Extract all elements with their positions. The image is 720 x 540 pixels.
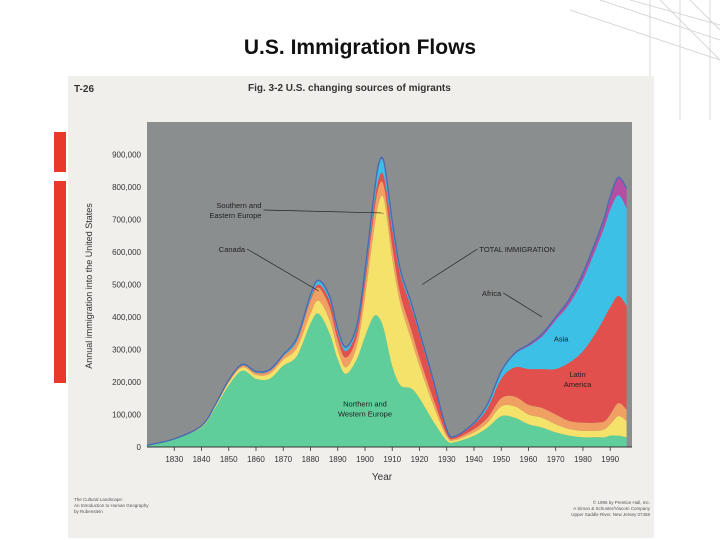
x-tick-label: 1870 — [274, 455, 292, 464]
y-tick-label: 500,000 — [112, 281, 141, 290]
x-axis-label: Year — [372, 472, 393, 483]
x-tick-label: 1830 — [165, 455, 183, 464]
slide-title: U.S. Immigration Flows — [243, 36, 477, 59]
annotation-label: Eastern Europe — [209, 211, 261, 220]
annotation-label: Northern and — [343, 399, 387, 408]
credit-left-line-2: An Introduction to Human Geography — [74, 503, 149, 508]
x-tick-label: 1910 — [383, 455, 401, 464]
x-tick-label: 1970 — [547, 455, 565, 464]
x-tick-label: 1840 — [193, 455, 211, 464]
y-tick-label: 600,000 — [112, 248, 141, 257]
annotation-label: America — [564, 380, 592, 389]
figure-caption: Fig. 3-2 U.S. changing sources of migran… — [248, 83, 451, 94]
decorative-lines — [569, 0, 720, 120]
x-tick-label: 1960 — [520, 455, 538, 464]
annotation-leader — [503, 292, 543, 318]
x-tick-label: 1900 — [356, 455, 374, 464]
area-northern-and-western-europe — [147, 313, 627, 447]
credit-right-line-2: A Simon & Schuster/Viacom Company — [573, 506, 650, 511]
x-tick-label: 1930 — [438, 455, 456, 464]
x-tick-label: 1980 — [574, 455, 592, 464]
x-tick-label: 1990 — [601, 455, 619, 464]
credit-left-line-1: The Cultural Landscape: — [74, 497, 123, 502]
annotation-label: Southern and — [216, 201, 261, 210]
y-tick-label: 800,000 — [112, 183, 141, 192]
annotation-label: Asia — [554, 334, 569, 343]
annotation-label: TOTAL IMMIGRATION — [479, 245, 555, 254]
credit-right-line-1: © 1996 by Prentice Hall, Inc. — [593, 499, 650, 505]
y-tick-label: 200,000 — [112, 378, 141, 387]
red-accent-bar-bottom — [54, 181, 66, 383]
y-tick-label: 900,000 — [112, 151, 141, 160]
x-tick-label: 1850 — [220, 455, 238, 464]
y-axis-label: Annual immigration into the United State… — [84, 203, 94, 369]
plate-id: T-26 — [74, 84, 94, 95]
credit-right-line-3: Upper Saddle River, New Jersey 07458 — [571, 512, 650, 517]
y-tick-label: 300,000 — [112, 346, 141, 355]
annotation-label: Canada — [219, 245, 246, 254]
credit-left-line-3: by Rubenstein — [74, 509, 103, 514]
x-tick-label: 1920 — [411, 455, 429, 464]
total-immigration-line — [146, 156, 628, 447]
area-canada — [147, 195, 627, 446]
x-tick-label: 1940 — [465, 455, 483, 464]
annotation-label: Africa — [482, 289, 502, 298]
x-tick-label: 1890 — [329, 455, 347, 464]
annotation-label: Western Europe — [338, 409, 392, 418]
y-tick-label: 0 — [137, 443, 142, 452]
x-tick-label: 1860 — [247, 455, 265, 464]
annotation-leader — [246, 248, 319, 292]
x-tick-label: 1950 — [492, 455, 510, 464]
annotation-label: Latin — [569, 370, 585, 379]
x-tick-label: 1880 — [302, 455, 320, 464]
annotation-leader — [263, 209, 385, 214]
annotation-leader — [422, 248, 478, 285]
area-latin-america — [147, 172, 627, 446]
y-tick-label: 700,000 — [112, 216, 141, 225]
y-tick-label: 100,000 — [112, 411, 141, 420]
y-tick-label: 400,000 — [112, 313, 141, 322]
red-accent-bar-top — [54, 132, 66, 172]
